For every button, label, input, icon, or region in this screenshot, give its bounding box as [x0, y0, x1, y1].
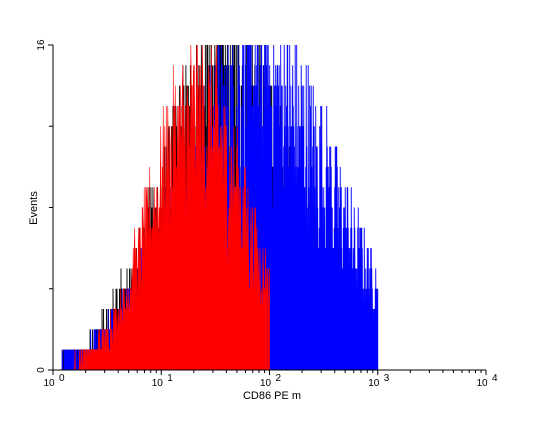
- x-tick-label: 10: [368, 378, 380, 389]
- y-axis-title: Events: [28, 191, 40, 225]
- series-layer: [61, 44, 379, 371]
- x-tick-label: 10: [43, 378, 55, 389]
- x-tick-label: 10: [476, 378, 488, 389]
- x-tick-exponent: 4: [492, 373, 498, 384]
- x-tick-exponent: 0: [59, 373, 65, 384]
- x-tick-exponent: 2: [276, 373, 282, 384]
- x-tick-label: 10: [260, 378, 272, 389]
- x-tick-exponent: 1: [167, 373, 173, 384]
- y-tick-label: 0: [36, 367, 47, 373]
- x-axis-title: CD86 PE m: [243, 390, 301, 402]
- x-tick-exponent: 3: [384, 373, 390, 384]
- histogram-series-filled-2: [72, 44, 270, 371]
- y-tick-label: 16: [36, 39, 47, 51]
- x-tick-label: 10: [152, 378, 164, 389]
